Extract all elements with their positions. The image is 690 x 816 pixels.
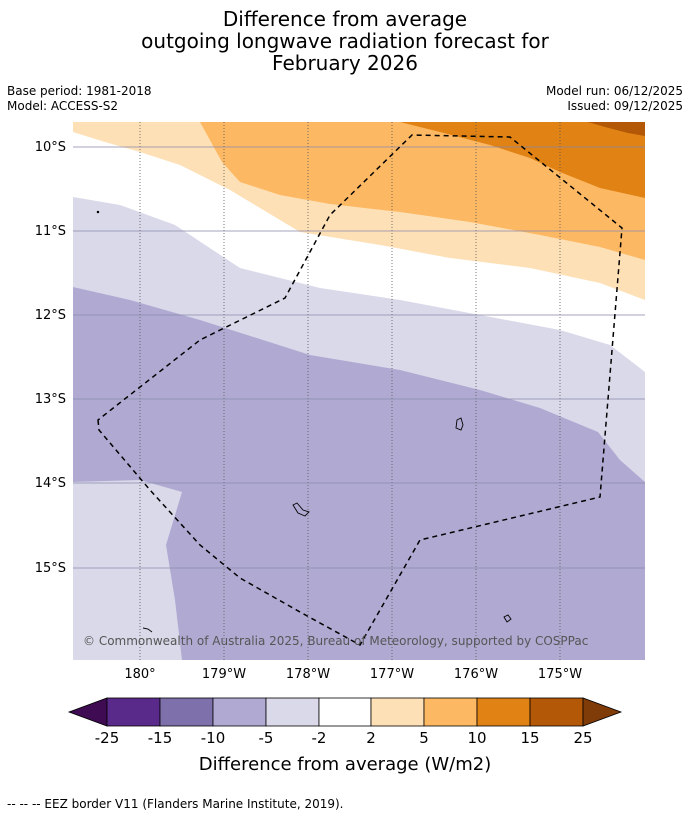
colorbar: -25 -15 -10 -5 -2 2 5 10 15 25 Differenc… xyxy=(67,697,623,775)
lon-label: 180° xyxy=(124,667,155,682)
colorbar-tick: -10 xyxy=(201,729,226,747)
lon-label: 179°W xyxy=(202,667,246,682)
lat-label: 14°S xyxy=(35,476,66,491)
meta-right: Model run: 06/12/2025 Issued: 09/12/2025 xyxy=(546,84,683,114)
colorbar-tick: 2 xyxy=(366,729,376,747)
lon-label: 176°W xyxy=(454,667,498,682)
lon-label: 177°W xyxy=(370,667,414,682)
lon-label: 175°W xyxy=(538,667,582,682)
issued-date: Issued: 09/12/2025 xyxy=(567,99,683,113)
latitude-gridlines xyxy=(73,146,645,569)
band-minus5-minus2-southwest xyxy=(73,480,182,660)
copyright-text: © Commonwealth of Australia 2025, Bureau… xyxy=(83,634,588,648)
island-southwest xyxy=(142,627,153,633)
meta-left: Base period: 1981-2018 Model: ACCESS-S2 xyxy=(7,84,152,114)
colorbar-tick: -25 xyxy=(95,729,120,747)
colorbar-ticks: -25 -15 -10 -5 -2 2 5 10 15 25 xyxy=(95,729,593,747)
title-line-2: outgoing longwave radiation forecast for xyxy=(141,29,549,53)
title-line-3: February 2026 xyxy=(272,51,418,75)
colorbar-segment xyxy=(370,697,425,727)
band-plus15-plus25 xyxy=(588,122,645,136)
colorbar-tick: 5 xyxy=(419,729,429,747)
model-name: Model: ACCESS-S2 xyxy=(7,99,119,113)
base-period: Base period: 1981-2018 xyxy=(7,84,152,98)
lon-label: 178°W xyxy=(286,667,330,682)
colorbar-segment xyxy=(159,697,214,727)
colorbar-tick: -15 xyxy=(148,729,173,747)
island-southeast xyxy=(503,614,512,623)
colorbar-tick: -5 xyxy=(259,729,274,747)
colorbar-tick: 15 xyxy=(520,729,539,747)
lat-label: 15°S xyxy=(35,561,66,576)
title-line-1: Difference from average xyxy=(222,7,468,31)
model-run: Model run: 06/12/2025 xyxy=(545,84,683,98)
eez-border xyxy=(97,134,623,647)
colorbar-tick: 10 xyxy=(467,729,486,747)
colorbar-extend-low xyxy=(67,697,108,727)
colorbar-tick: 25 xyxy=(573,729,592,747)
lat-label: 12°S xyxy=(35,308,66,323)
colorbar-label: Difference from average (W/m2) xyxy=(199,754,491,775)
colorbar-segment xyxy=(423,697,478,727)
band-plus10-plus15 xyxy=(400,122,645,198)
latitude-labels: 10°S 11°S 12°S 13°S 14°S 15°S xyxy=(35,140,66,576)
islands xyxy=(96,210,512,633)
colorbar-segment xyxy=(318,697,372,727)
colorbar-segment xyxy=(529,697,584,727)
island-central xyxy=(292,502,310,517)
lat-label: 11°S xyxy=(35,224,66,239)
island-east xyxy=(455,417,464,431)
longitude-labels: 180° 179°W 178°W 177°W 176°W 175°W xyxy=(124,667,582,682)
island-northwest xyxy=(96,210,100,214)
lat-label: 10°S xyxy=(35,140,66,155)
colorbar-tick: -2 xyxy=(312,729,327,747)
colorbar-segment xyxy=(265,697,320,727)
colorbar-extend-high xyxy=(582,697,623,727)
map-title: Difference from average outgoing longwav… xyxy=(0,8,690,74)
colorbar-segment xyxy=(476,697,531,727)
map-figure: © Commonwealth of Australia 2025, Bureau… xyxy=(35,122,645,775)
map-area: © Commonwealth of Australia 2025, Bureau… xyxy=(73,122,645,660)
lat-label: 13°S xyxy=(35,392,66,407)
eez-footnote: -- -- -- EEZ border V11 (Flanders Marine… xyxy=(7,797,344,811)
colorbar-segment xyxy=(106,697,161,727)
colorbar-segment xyxy=(212,697,267,727)
